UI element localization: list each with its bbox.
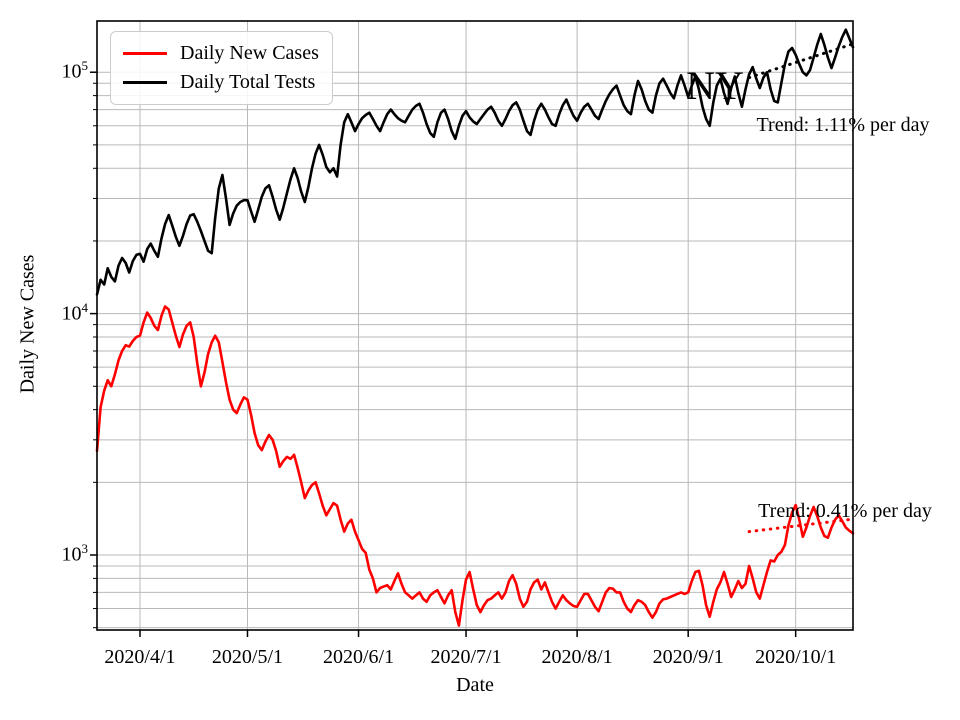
legend: Daily New Cases Daily Total Tests	[110, 31, 333, 105]
black-line-swatch-icon	[123, 80, 167, 85]
series-line-daily-total-tests	[95, 28, 855, 296]
trend-cases-annotation: Trend: 0.41% per day	[758, 500, 932, 522]
x-tick-label: 2020/8/1	[541, 646, 613, 668]
x-tick-label: 2020/9/1	[652, 646, 724, 668]
legend-label: Daily New Cases	[180, 42, 319, 64]
x-axis-title: Date	[456, 674, 494, 696]
y-tick-label: 104	[61, 299, 89, 325]
x-tick-label: 2020/6/1	[322, 646, 395, 668]
y-axis-title: Daily New Cases	[16, 254, 39, 394]
y-tick-label: 103	[61, 540, 89, 566]
trend-tests-annotation: Trend: 1.11% per day	[756, 114, 930, 136]
region-label-annotation: NY	[686, 63, 744, 108]
trend-line-daily-total-tests	[747, 42, 855, 80]
x-tick-label: 2020/5/1	[211, 646, 284, 668]
y-tick-label: 105	[61, 58, 89, 83]
legend-item-daily-total-tests: Daily Total Tests	[123, 68, 319, 97]
legend-label: Daily Total Tests	[180, 71, 316, 93]
legend-item-daily-new-cases: Daily New Cases	[123, 39, 319, 68]
x-tick-label: 2020/10/1	[755, 646, 837, 668]
series-line-daily-new-cases	[95, 305, 855, 627]
x-tick-label: 2020/7/1	[430, 646, 502, 668]
trend-line-daily-new-cases	[747, 517, 855, 534]
red-line-swatch-icon	[123, 51, 167, 56]
axes-border	[96, 20, 854, 631]
x-tick-label: 2020/4/1	[104, 646, 176, 668]
